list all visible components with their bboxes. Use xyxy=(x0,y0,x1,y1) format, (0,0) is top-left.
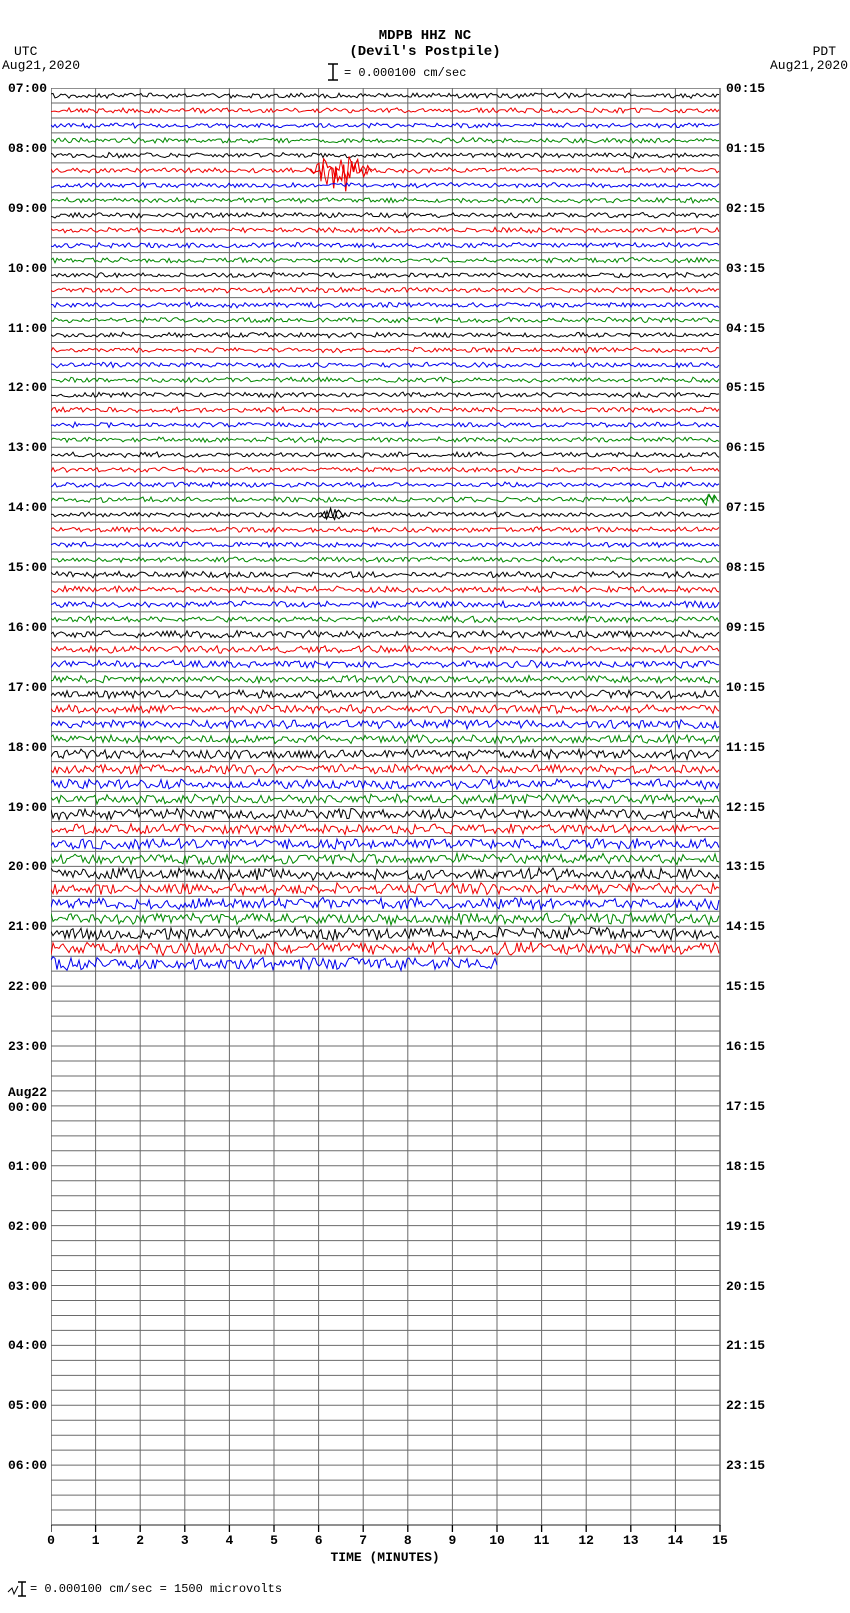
pdt-hour-label: 07:15 xyxy=(726,500,765,515)
pdt-hour-label: 01:15 xyxy=(726,141,765,156)
xaxis-title: TIME (MINUTES) xyxy=(331,1550,440,1565)
pdt-hour-label: 02:15 xyxy=(726,201,765,216)
footer-text: = 0.000100 cm/sec = 1500 microvolts xyxy=(30,1582,282,1596)
pdt-hour-label: 20:15 xyxy=(726,1279,765,1294)
pdt-hour-label: 06:15 xyxy=(726,440,765,455)
utc-hour-label: 20:00 xyxy=(2,859,47,874)
utc-hour-label: 11:00 xyxy=(2,321,47,336)
left-tz: UTC xyxy=(14,44,37,59)
utc-hour-label: 06:00 xyxy=(2,1458,47,1473)
pdt-hour-label: 10:15 xyxy=(726,680,765,695)
left-date: Aug21,2020 xyxy=(2,58,80,73)
utc-hour-label: 14:00 xyxy=(2,500,47,515)
pdt-hour-label: 05:15 xyxy=(726,380,765,395)
utc-hour-label: 18:00 xyxy=(2,740,47,755)
xaxis-tick-label: 4 xyxy=(225,1533,233,1548)
seismogram-plot xyxy=(51,88,722,1555)
pdt-hour-label: 04:15 xyxy=(726,321,765,336)
utc-hour-label: 05:00 xyxy=(2,1398,47,1413)
xaxis-tick-label: 11 xyxy=(534,1533,550,1548)
scale-text: = 0.000100 cm/sec xyxy=(344,66,466,80)
pdt-hour-label: 22:15 xyxy=(726,1398,765,1413)
pdt-hour-label: 03:15 xyxy=(726,261,765,276)
utc-hour-label: 16:00 xyxy=(2,620,47,635)
xaxis-tick-label: 5 xyxy=(270,1533,278,1548)
xaxis-tick-label: 0 xyxy=(47,1533,55,1548)
utc-hour-label: 02:00 xyxy=(2,1219,47,1234)
location-line: (Devil's Postpile) xyxy=(340,44,510,60)
utc-hour-label: 13:00 xyxy=(2,440,47,455)
utc-hour-label: 01:00 xyxy=(2,1159,47,1174)
xaxis-tick-label: 1 xyxy=(92,1533,100,1548)
utc-hour-label: 17:00 xyxy=(2,680,47,695)
xaxis-tick-label: 2 xyxy=(136,1533,144,1548)
pdt-hour-label: 15:15 xyxy=(726,979,765,994)
pdt-hour-label: 13:15 xyxy=(726,859,765,874)
pdt-hour-label: 17:15 xyxy=(726,1099,765,1114)
pdt-hour-label: 21:15 xyxy=(726,1338,765,1353)
utc-hour-label: 19:00 xyxy=(2,800,47,815)
scale-bar-icon xyxy=(326,62,340,82)
xaxis-tick-label: 13 xyxy=(623,1533,639,1548)
pdt-hour-label: 11:15 xyxy=(726,740,765,755)
xaxis-tick-label: 3 xyxy=(181,1533,189,1548)
station-line: MDPB HHZ NC xyxy=(340,28,510,44)
right-date: Aug21,2020 xyxy=(770,58,848,73)
footer-scale-icon xyxy=(6,1580,28,1598)
utc-hour-label: 12:00 xyxy=(2,380,47,395)
utc-hour-label: Aug2200:00 xyxy=(2,1085,47,1115)
pdt-hour-label: 16:15 xyxy=(726,1039,765,1054)
pdt-hour-label: 12:15 xyxy=(726,800,765,815)
xaxis-tick-label: 9 xyxy=(448,1533,456,1548)
utc-hour-label: 15:00 xyxy=(2,560,47,575)
xaxis-tick-label: 15 xyxy=(712,1533,728,1548)
utc-hour-label: 08:00 xyxy=(2,141,47,156)
utc-hour-label: 04:00 xyxy=(2,1338,47,1353)
utc-hour-label: 07:00 xyxy=(2,81,47,96)
utc-hour-label: 23:00 xyxy=(2,1039,47,1054)
xaxis-tick-label: 12 xyxy=(578,1533,594,1548)
utc-hour-label: 21:00 xyxy=(2,919,47,934)
xaxis-tick-label: 7 xyxy=(359,1533,367,1548)
pdt-hour-label: 18:15 xyxy=(726,1159,765,1174)
utc-hour-label: 09:00 xyxy=(2,201,47,216)
pdt-hour-label: 23:15 xyxy=(726,1458,765,1473)
seismogram-container: MDPB HHZ NC (Devil's Postpile) UTC Aug21… xyxy=(0,0,850,1613)
utc-hour-label: 10:00 xyxy=(2,261,47,276)
pdt-hour-label: 08:15 xyxy=(726,560,765,575)
right-tz: PDT xyxy=(813,44,836,59)
pdt-hour-label: 14:15 xyxy=(726,919,765,934)
xaxis-tick-label: 6 xyxy=(315,1533,323,1548)
pdt-hour-label: 19:15 xyxy=(726,1219,765,1234)
utc-hour-label: 03:00 xyxy=(2,1279,47,1294)
pdt-hour-label: 00:15 xyxy=(726,81,765,96)
xaxis-tick-label: 14 xyxy=(668,1533,684,1548)
utc-hour-label: 22:00 xyxy=(2,979,47,994)
pdt-hour-label: 09:15 xyxy=(726,620,765,635)
xaxis-tick-label: 10 xyxy=(489,1533,505,1548)
xaxis-tick-label: 8 xyxy=(404,1533,412,1548)
